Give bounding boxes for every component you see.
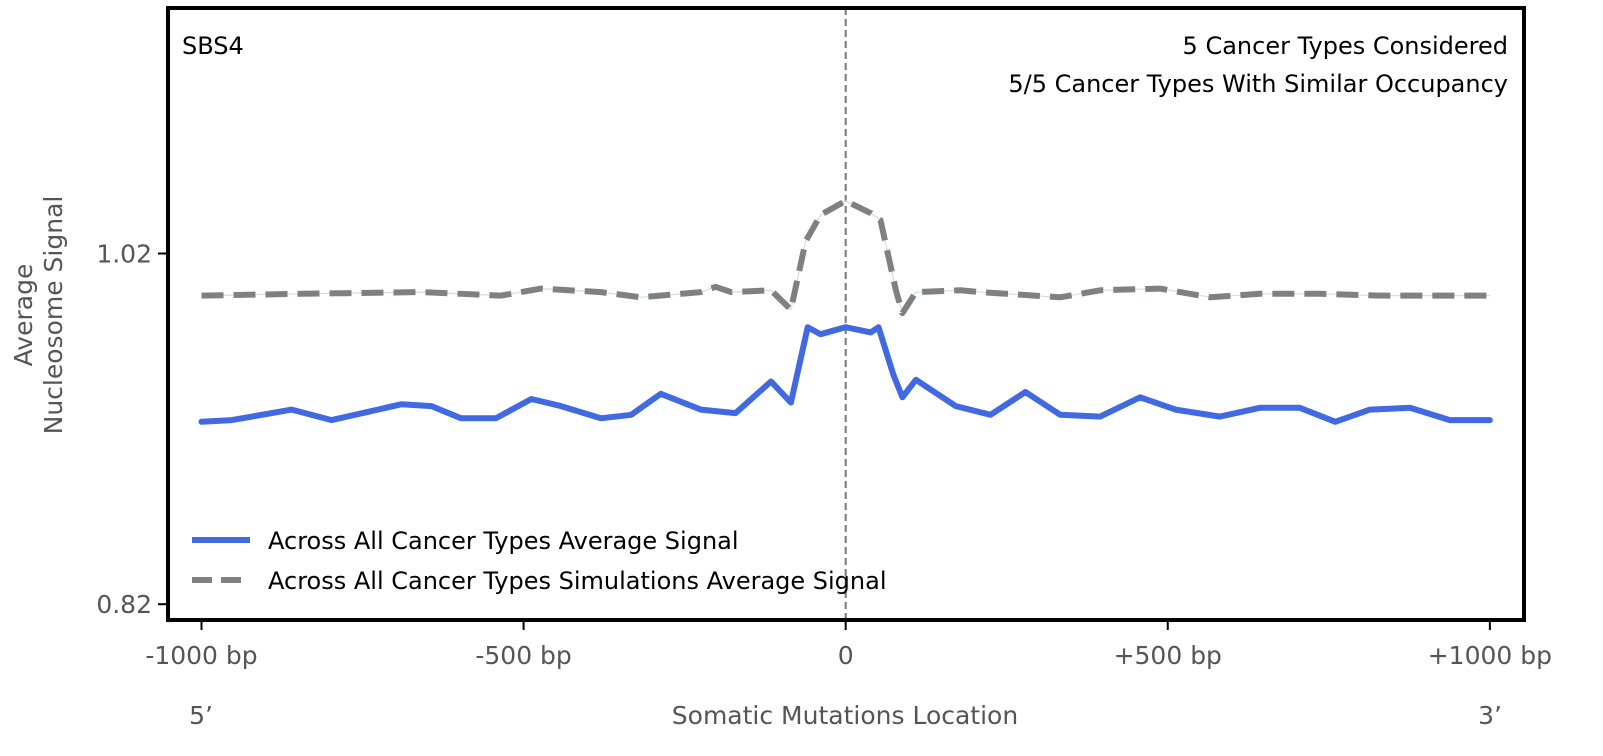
legend: Across All Cancer Types Average Signal A… [192,527,887,595]
y-axis-label-line2: Nucleosome Signal [39,196,68,435]
legend-label-observed: Across All Cancer Types Average Signal [268,527,739,555]
series-observed-line [198,324,1493,425]
y-tick-label: 0.82 [96,590,152,619]
x-tick-label: -1000 bp [145,641,257,670]
annotation-cancer-types: 5 Cancer Types Considered [1183,32,1508,60]
legend-label-simulated: Across All Cancer Types Simulations Aver… [268,567,887,595]
y-axis-label-line1: Average [9,264,38,367]
y-tick-label: 1.02 [96,240,152,269]
x-tick-label: +1000 bp [1428,641,1552,670]
x-axis-3prime-label: 3’ [1478,701,1502,730]
x-axis-5prime-label: 5’ [189,701,213,730]
panel-label: SBS4 [182,32,244,60]
series-simulated-line [201,197,1490,317]
x-axis-title: Somatic Mutations Location [672,701,1018,730]
x-tick-label: -500 bp [475,641,571,670]
x-tick-label: +500 bp [1114,641,1222,670]
plot-frame [166,6,1526,622]
x-tick-label: 0 [838,641,854,670]
annotation-similar-occupancy: 5/5 Cancer Types With Similar Occupancy [1008,70,1508,98]
